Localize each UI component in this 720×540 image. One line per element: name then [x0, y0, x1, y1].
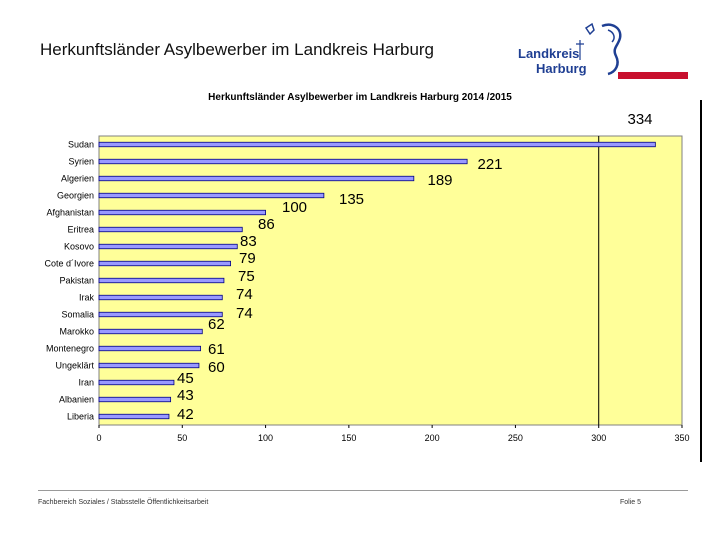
bar-13 [98, 362, 200, 369]
x-tick-label-300: 300 [591, 433, 606, 443]
bar-10 [98, 311, 223, 318]
bar-8 [98, 277, 225, 284]
category-label-6: Kosovo [64, 242, 94, 252]
bar-6 [98, 243, 238, 250]
data-label-14: 45 [177, 370, 194, 387]
bar-1 [98, 158, 468, 165]
x-tick-label-200: 200 [425, 433, 440, 443]
category-label-8: Pakistan [59, 276, 94, 286]
slide-title: Herkunftsländer Asylbewerber im Landkrei… [40, 40, 435, 59]
footer-divider [38, 490, 688, 491]
data-label-15: 43 [177, 387, 194, 404]
category-label-3: Georgien [57, 191, 94, 201]
category-label-7: Cote d´Ivore [44, 259, 94, 269]
bar-4 [98, 209, 266, 216]
bar-11 [98, 328, 203, 335]
x-tick-label-50: 50 [177, 433, 187, 443]
data-label-7: 79 [239, 250, 256, 267]
bar-15 [98, 396, 172, 403]
right-edge-rule [700, 100, 702, 462]
data-label-12: 61 [208, 341, 225, 358]
bar-16 [98, 413, 170, 420]
category-label-15: Albanien [59, 395, 94, 405]
data-label-2: 189 [427, 172, 452, 189]
lion-crest-icon [576, 22, 622, 76]
bar-2 [98, 175, 415, 182]
x-tick-label-100: 100 [258, 433, 273, 443]
chart-title: Herkunftsländer Asylbewerber im Landkrei… [208, 92, 512, 103]
x-tick-label-350: 350 [674, 433, 689, 443]
category-label-12: Montenegro [46, 344, 94, 354]
data-label-4: 100 [282, 199, 307, 216]
category-label-4: Afghanistan [46, 208, 94, 218]
x-tick-layer: 0 50 100 150 200 250 300 350 [96, 425, 690, 443]
category-label-13: Ungeklärt [55, 361, 94, 371]
data-label-16: 42 [177, 406, 194, 423]
landkreis-logo: Landkreis Harburg [510, 20, 695, 82]
data-label-1: 221 [477, 156, 502, 173]
category-label-14: Iran [78, 378, 94, 388]
logo-line-2: Harburg [536, 61, 587, 76]
bar-12 [98, 345, 202, 352]
data-label-13: 60 [208, 359, 225, 376]
bar-7 [98, 260, 231, 267]
bar-14 [98, 379, 175, 386]
category-label-9: Irak [79, 293, 95, 303]
data-label-9: 74 [236, 286, 253, 303]
data-label-10: 74 [236, 305, 253, 322]
data-label-6: 83 [240, 233, 257, 250]
data-label-5: 86 [258, 216, 275, 233]
category-label-2: Algerien [61, 174, 94, 184]
category-label-layer: Sudan Syrien Algerien Georgien Afghanistan Er… [44, 140, 94, 422]
data-label-8: 75 [238, 268, 255, 285]
data-label-11: 62 [208, 316, 225, 333]
bar-5 [98, 226, 243, 233]
category-label-10: Somalia [61, 310, 94, 320]
data-label-3: 135 [339, 191, 364, 208]
x-tick-label-150: 150 [341, 433, 356, 443]
category-label-0: Sudan [68, 140, 94, 150]
logo-wordmark: Landkreis Harburg [518, 46, 587, 76]
category-label-16: Liberia [67, 412, 94, 422]
logo-line-1: Landkreis [518, 46, 580, 61]
x-tick-label-250: 250 [508, 433, 523, 443]
footer-slide-number: Folie 5 [620, 499, 642, 506]
bar-0 [98, 141, 656, 148]
logo-red-band [618, 72, 688, 79]
bar-9 [98, 294, 223, 301]
category-label-5: Eritrea [67, 225, 94, 235]
footer-department: Fachbereich Soziales / Stabsstelle Öffen… [38, 499, 209, 506]
data-label-0: 334 [627, 111, 652, 128]
category-label-1: Syrien [68, 157, 94, 167]
bar-3 [98, 192, 325, 199]
category-label-11: Marokko [59, 327, 94, 337]
bar-layer [98, 141, 656, 420]
x-tick-label-0: 0 [96, 433, 101, 443]
